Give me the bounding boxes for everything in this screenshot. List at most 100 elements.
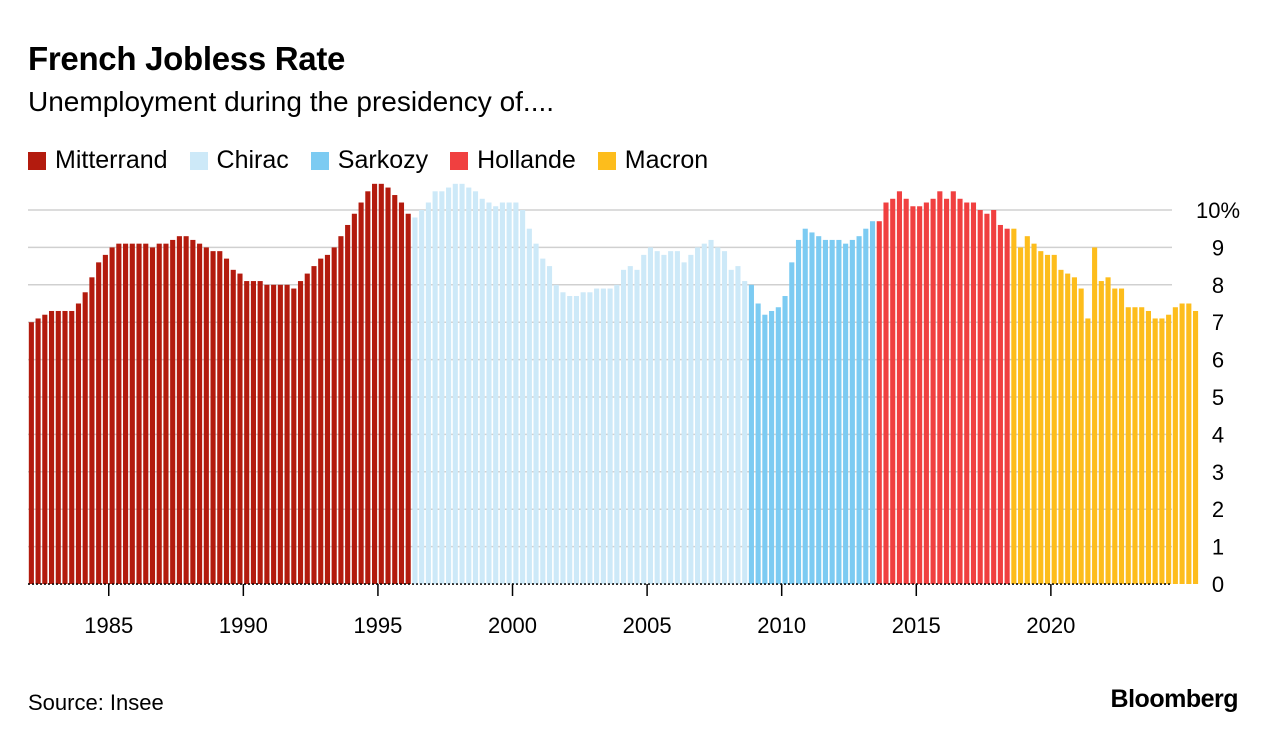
bar-mitterrand: [35, 318, 41, 584]
bar-mitterrand: [331, 247, 337, 584]
bar-mitterrand: [264, 284, 270, 584]
bar-mitterrand: [291, 288, 297, 584]
bar-hollande: [896, 191, 903, 585]
bar-macron: [1166, 314, 1172, 584]
bar-mitterrand: [304, 273, 310, 584]
legend-label: Hollande: [477, 146, 576, 174]
legend-label: Mitterrand: [55, 146, 168, 174]
bar-macron: [1105, 277, 1111, 584]
bar-chirac: [526, 228, 532, 584]
bar-chirac: [654, 251, 660, 584]
bar-chirac: [533, 243, 539, 584]
bar-chirac: [621, 269, 627, 584]
bar-macron: [1179, 303, 1185, 584]
bar-mitterrand: [190, 239, 196, 585]
bar-mitterrand: [392, 195, 398, 585]
bar-chirac: [600, 288, 606, 584]
bar-hollande: [890, 198, 896, 584]
y-tick-label: 2: [1212, 497, 1224, 522]
x-tick-label: 1985: [84, 613, 133, 638]
bar-chirac: [688, 254, 694, 584]
x-tick-label: 2000: [488, 613, 537, 638]
bar-mitterrand: [284, 284, 290, 584]
bar-hollande: [876, 221, 882, 584]
legend-swatch: [310, 151, 329, 170]
bar-chirac: [466, 187, 472, 584]
bar-macron: [1051, 254, 1057, 584]
bar-chirac: [594, 288, 600, 584]
legend-label: Sarkozy: [337, 146, 429, 174]
bar-chirac: [560, 292, 566, 584]
legend-item-sarkozy: Sarkozy: [310, 146, 429, 175]
bar-mitterrand: [237, 273, 243, 584]
bar-mitterrand: [277, 284, 283, 584]
bar-chirac: [439, 191, 445, 585]
bloomberg-logo: Bloomberg: [1110, 685, 1239, 713]
bar-mitterrand: [311, 266, 317, 584]
bar-macron: [1139, 307, 1145, 584]
bar-chirac: [513, 202, 519, 584]
bar-chirac: [587, 292, 593, 584]
bar-chirac: [432, 191, 438, 585]
bar-mitterrand: [351, 213, 357, 585]
bar-hollande: [964, 202, 970, 584]
bar-chirac: [735, 266, 741, 584]
y-tick-label: 0: [1212, 572, 1224, 597]
bar-mitterrand: [324, 254, 331, 584]
bar-mitterrand: [183, 236, 189, 584]
bar-chirac: [412, 217, 418, 585]
bar-sarkozy: [782, 296, 788, 584]
bar-macron: [1112, 288, 1118, 584]
bar-hollande: [944, 198, 950, 584]
bar-chirac: [715, 247, 721, 584]
bar-mitterrand: [223, 258, 230, 584]
bar-chirac: [668, 251, 674, 584]
bar-chirac: [573, 296, 579, 584]
bar-chirac: [634, 269, 640, 584]
bar-chirac: [661, 254, 667, 584]
bar-hollande: [917, 206, 923, 584]
bar-mitterrand: [271, 284, 277, 584]
bar-sarkozy: [816, 236, 822, 584]
bar-chirac: [472, 191, 479, 585]
bar-mitterrand: [244, 281, 250, 584]
bar-mitterrand: [176, 236, 182, 584]
bar-chirac: [627, 266, 633, 584]
bar-macron: [1044, 254, 1051, 584]
bar-mitterrand: [197, 243, 203, 584]
bar-mitterrand: [123, 243, 129, 584]
bar-chirac: [721, 251, 728, 584]
bar-mitterrand: [163, 243, 169, 584]
bar-mitterrand: [217, 251, 223, 584]
bar-hollande: [910, 206, 916, 584]
bar-hollande: [930, 198, 936, 584]
legend-swatch: [28, 151, 46, 170]
bar-macron: [1065, 273, 1071, 584]
x-tick-label: 1995: [353, 613, 402, 638]
bar-sarkozy: [795, 239, 802, 585]
legend-label: Chirac: [216, 146, 289, 174]
legend-swatch: [450, 151, 469, 170]
bar-mitterrand: [170, 239, 176, 585]
y-tick-label: 6: [1212, 348, 1224, 373]
bar-hollande: [923, 202, 929, 584]
y-tick-label: 10%: [1196, 198, 1240, 223]
bar-mitterrand: [102, 254, 108, 584]
bar-chirac: [728, 269, 734, 584]
y-tick-label: 5: [1212, 385, 1224, 410]
bar-mitterrand: [405, 213, 411, 585]
bar-macron: [1024, 236, 1030, 584]
legend-label: Macron: [624, 146, 709, 174]
bar-hollande: [991, 210, 997, 584]
bar-macron: [1018, 247, 1024, 584]
bar-mitterrand: [338, 236, 344, 584]
bar-sarkozy: [748, 284, 754, 584]
bar-sarkozy: [802, 228, 808, 584]
bar-hollande: [984, 213, 990, 585]
bar-chirac: [452, 183, 458, 584]
legend-item-hollande: Hollande: [450, 146, 576, 175]
bar-hollande: [937, 191, 943, 585]
bar-sarkozy: [869, 221, 876, 584]
